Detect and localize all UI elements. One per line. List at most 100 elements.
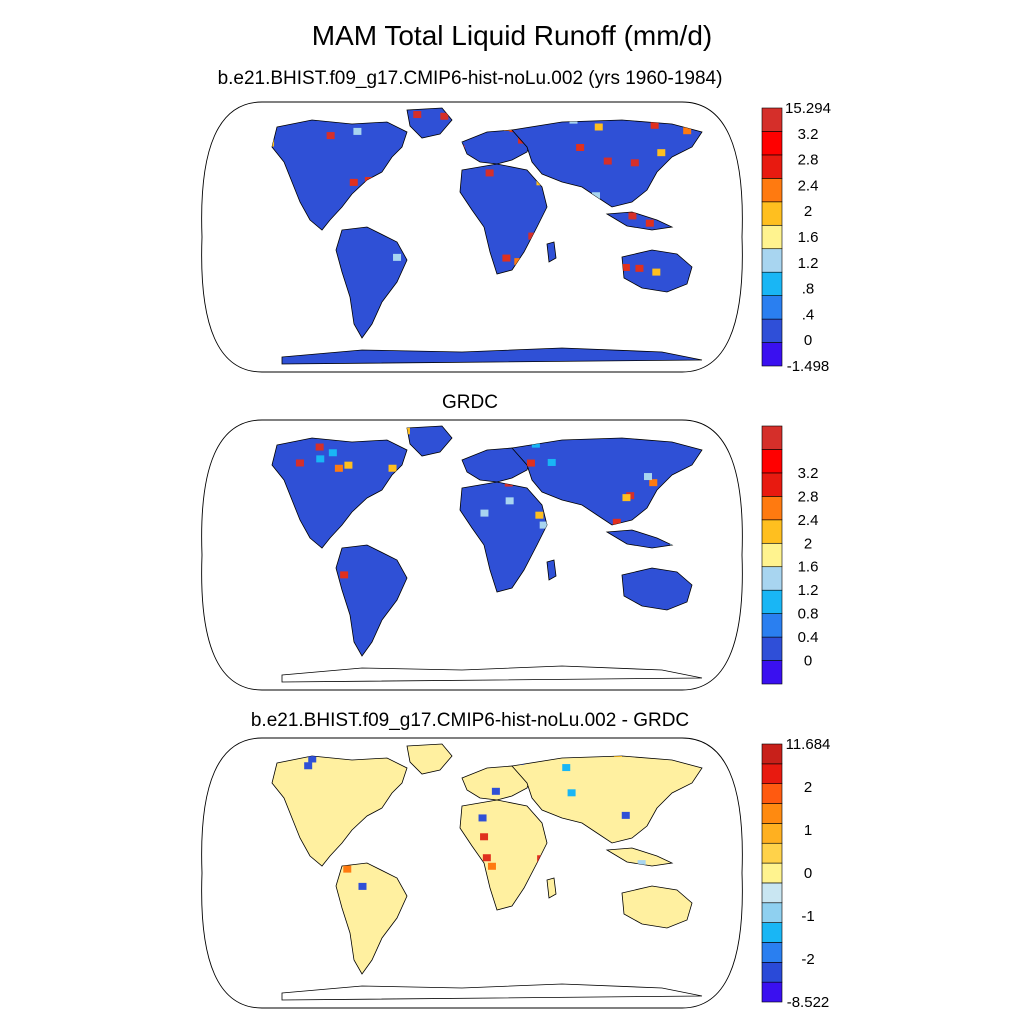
grid-cell: [717, 957, 725, 964]
continent-africa: [459, 163, 548, 275]
grid-cell: [713, 613, 721, 620]
grid-cell: [508, 150, 516, 157]
grid-cell: [372, 922, 380, 929]
grid-cell: [686, 878, 694, 885]
grid-cells-australia: [308, 817, 730, 976]
grid-cell: [491, 445, 499, 452]
grid-cell: [535, 738, 543, 745]
grid-cell: [696, 550, 704, 557]
grid-cell: [282, 323, 290, 330]
grid-cell: [208, 347, 216, 354]
grid-cell: [291, 595, 299, 602]
grid-cell: [519, 334, 527, 341]
grid-cell: [260, 787, 268, 794]
grid-cell: [397, 106, 405, 113]
grid-cell: [421, 574, 429, 581]
grid-cell: [483, 209, 491, 216]
grid-cell: [672, 110, 680, 117]
grid-cell: [631, 457, 639, 464]
grid-cell: [216, 900, 224, 907]
grid-cell: [410, 641, 418, 648]
grid-cell: [317, 497, 325, 504]
grid-cell: [518, 887, 526, 894]
colorbar-label: 2.8: [798, 152, 819, 169]
grid-cell: [308, 831, 316, 838]
grid-cell: [508, 588, 516, 595]
grid-cell: [713, 945, 721, 952]
grid-cell: [697, 949, 705, 956]
grid-cell: [648, 507, 656, 514]
grid-cell: [485, 878, 493, 885]
grid-cell: [522, 603, 530, 610]
grid-cell: [722, 817, 730, 824]
grid-cell: [308, 745, 316, 752]
grid-cell: [414, 134, 422, 141]
grid-cells-asia: [251, 756, 725, 964]
grid-cell: [363, 268, 371, 275]
grid-cell: [705, 904, 713, 911]
grid-cell: [409, 750, 417, 757]
grid-cell: [217, 310, 225, 317]
grid-cell: [236, 432, 244, 439]
grid-cell: [270, 612, 278, 619]
grid-cell: [289, 933, 297, 940]
grid-cell: [417, 479, 425, 486]
grid-cell: [298, 326, 306, 333]
grid-cell: [333, 327, 341, 334]
grid-cell: [218, 517, 226, 524]
grid-cell: [204, 981, 212, 988]
grid-cell: [655, 586, 663, 593]
grid-cell: [674, 594, 682, 601]
grid-cell: [391, 814, 399, 821]
grid-cell: [260, 746, 268, 753]
grid-cell: [391, 774, 399, 781]
grid-cell: [251, 453, 259, 460]
grid-cell: [660, 813, 668, 820]
grid-cell: [363, 585, 371, 592]
grid-cell: [435, 897, 443, 904]
grid-cell: [412, 156, 420, 163]
grid-cell: [529, 634, 537, 641]
grid-cell: [251, 845, 259, 852]
grid-cell: [657, 470, 665, 477]
grid-cell: [417, 969, 425, 976]
grid-cell: [306, 423, 314, 430]
grid-cell: [515, 843, 523, 850]
grid-cell: [420, 788, 428, 795]
grid-cell: [618, 640, 626, 647]
grid-cell: [425, 981, 433, 988]
grid-cell: [225, 763, 233, 770]
grid-cell: [643, 879, 651, 886]
grid-cell: [345, 345, 353, 352]
grid-cell: [547, 837, 555, 844]
grid-cell: [512, 754, 520, 761]
colorbar-label: 3.2: [798, 126, 819, 143]
grid-cell: [605, 194, 613, 201]
grid-cell: [354, 655, 362, 662]
grid-cell: [203, 884, 211, 891]
grid-cell: [528, 620, 536, 627]
grid-cell: [499, 590, 507, 597]
grid-cell: [547, 458, 556, 466]
grid-cell: [271, 137, 279, 144]
grid-cell: [703, 293, 711, 300]
grid-cell: [379, 320, 387, 327]
grid-cell: [286, 341, 294, 348]
grid-cell: [504, 173, 512, 180]
grid-cell: [497, 125, 505, 132]
grid-cell: [420, 844, 428, 851]
grid-cell: [652, 268, 661, 276]
grid-cell: [443, 867, 451, 874]
continent-north-america: [271, 755, 408, 867]
grid-cell: [202, 918, 210, 925]
grid-cell: [335, 287, 343, 294]
grid-cell: [268, 446, 276, 453]
grid-cell: [309, 645, 317, 652]
grid-cell: [739, 934, 747, 941]
grid-cell: [286, 830, 294, 837]
grid-cell: [568, 302, 576, 309]
grid-cell: [260, 494, 268, 501]
grid-cell: [691, 668, 699, 675]
grid-cell: [232, 551, 240, 558]
